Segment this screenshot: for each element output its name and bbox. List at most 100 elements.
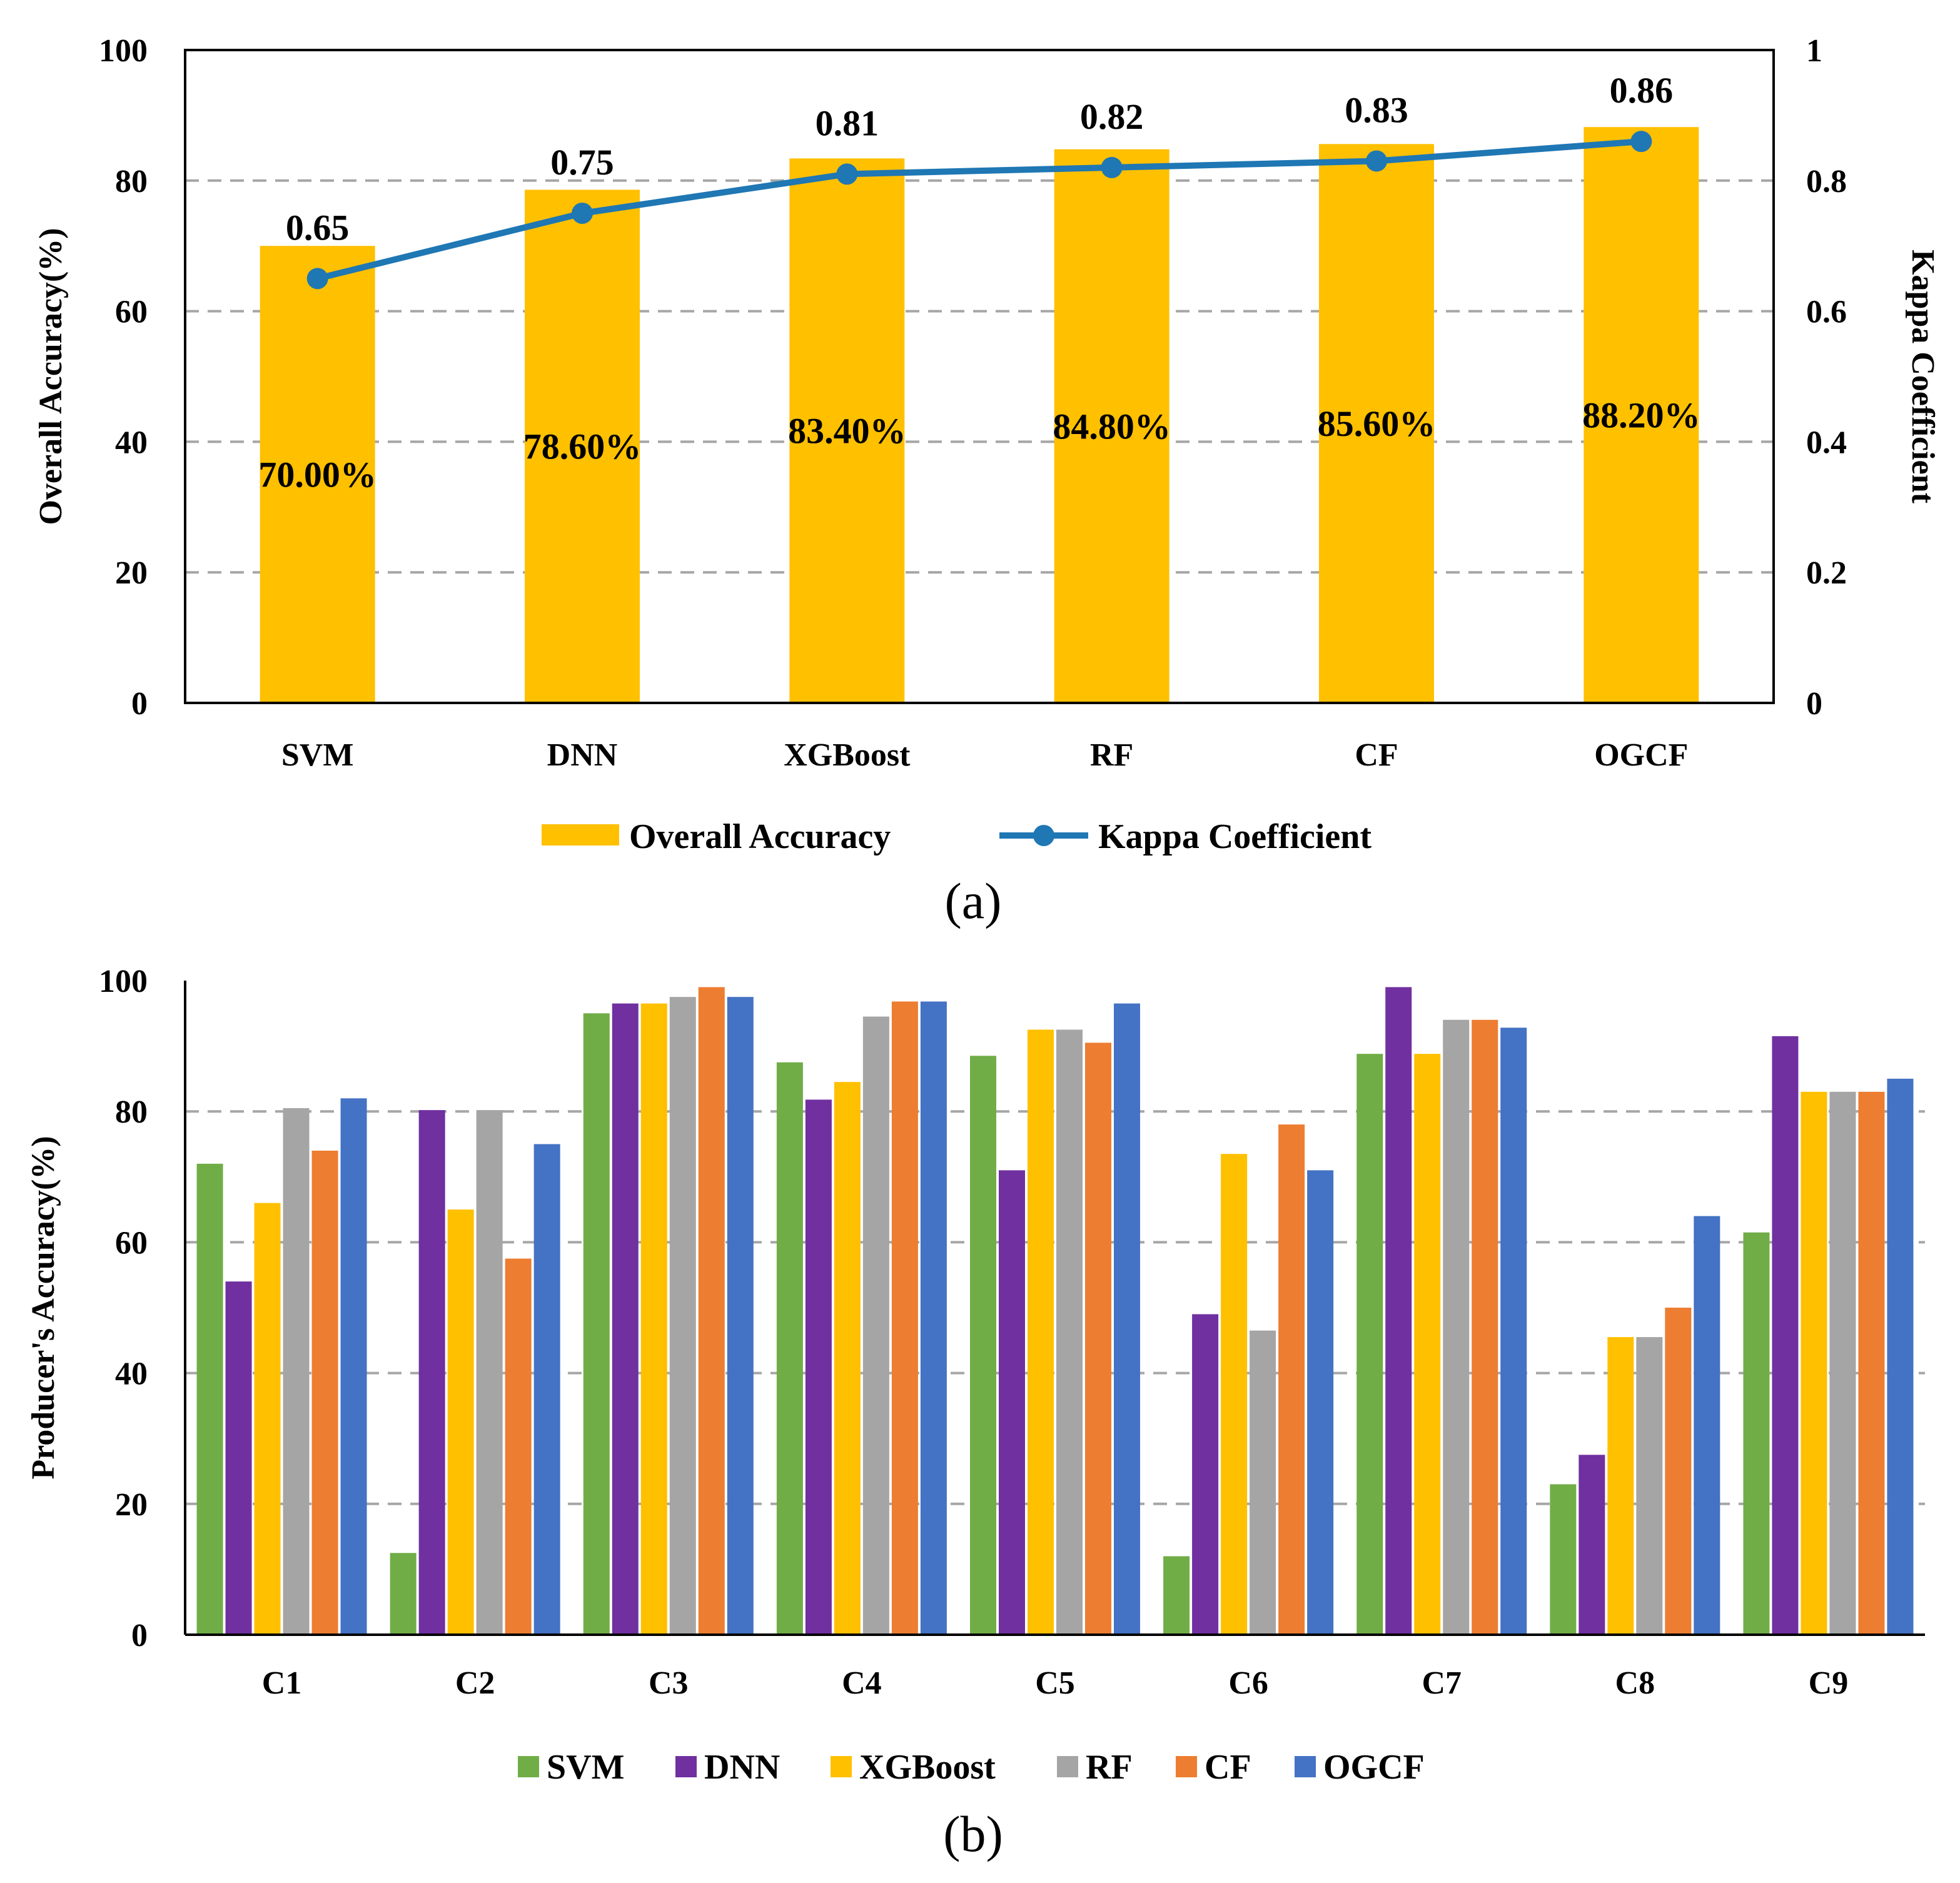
y2-tick-label-a: 0.2 bbox=[1806, 555, 1847, 591]
y-tick-label-b: 20 bbox=[115, 1487, 148, 1523]
y-tick-label-b: 0 bbox=[131, 1618, 148, 1653]
bar-xgboost bbox=[1221, 1154, 1248, 1635]
bar-ogcf bbox=[1887, 1078, 1914, 1635]
y-axis-title-b: Producer's Accuracy(%) bbox=[26, 1136, 61, 1479]
legend-swatch-cf bbox=[1176, 1756, 1197, 1777]
y2-tick-label-a: 0.6 bbox=[1806, 295, 1847, 330]
bar-overall-accuracy bbox=[1584, 127, 1699, 703]
kappa-point bbox=[836, 163, 858, 185]
x-tick-label-a: XGBoost bbox=[784, 737, 911, 773]
bar-xgboost bbox=[1801, 1091, 1827, 1635]
bar-dnn bbox=[225, 1281, 252, 1635]
x-tick-label-a: CF bbox=[1355, 737, 1398, 773]
bar-ogcf bbox=[340, 1098, 367, 1635]
bar-svm bbox=[1163, 1556, 1190, 1635]
bar-rf bbox=[669, 997, 696, 1635]
bar-cf bbox=[311, 1150, 338, 1635]
bar-dnn bbox=[1579, 1455, 1605, 1635]
bar-rf bbox=[1636, 1337, 1663, 1635]
y-tick-label-b: 40 bbox=[115, 1356, 148, 1392]
bar-ogcf bbox=[1307, 1170, 1334, 1635]
bar-rf bbox=[283, 1108, 310, 1635]
legend-label-kappa: Kappa Coefficient bbox=[1098, 817, 1371, 856]
x-tick-label-b: C4 bbox=[842, 1665, 882, 1701]
kappa-value-label: 0.86 bbox=[1610, 70, 1674, 111]
bar-value-label: 70.00% bbox=[258, 455, 376, 495]
bar-svm bbox=[583, 1013, 610, 1635]
x-tick-label-b: C9 bbox=[1809, 1665, 1849, 1701]
panel-label-b: (b) bbox=[943, 1805, 1003, 1862]
bar-ogcf bbox=[727, 997, 754, 1635]
x-tick-label-a: DNN bbox=[547, 737, 618, 773]
x-tick-label-a: RF bbox=[1090, 737, 1133, 773]
y2-tick-label-a: 1 bbox=[1806, 33, 1822, 69]
bar-value-label: 88.20% bbox=[1582, 395, 1700, 436]
y2-tick-label-a: 0 bbox=[1806, 686, 1822, 722]
y-tick-label-b: 80 bbox=[115, 1094, 148, 1130]
legend-label-rf: RF bbox=[1086, 1748, 1133, 1787]
kappa-value-label: 0.65 bbox=[286, 207, 350, 248]
kappa-point bbox=[1366, 150, 1387, 172]
x-tick-label-b: C5 bbox=[1035, 1665, 1075, 1701]
bar-svm bbox=[196, 1163, 223, 1635]
bar-dnn bbox=[612, 1003, 639, 1635]
bar-overall-accuracy bbox=[1054, 149, 1169, 704]
bar-svm bbox=[1550, 1484, 1577, 1635]
bar-rf bbox=[862, 1016, 889, 1635]
y2-tick-label-a: 0.4 bbox=[1806, 425, 1847, 460]
bar-rf bbox=[1829, 1091, 1856, 1635]
legend-swatch-ogcf bbox=[1295, 1756, 1316, 1777]
bar-rf bbox=[1250, 1330, 1276, 1635]
kappa-value-label: 0.81 bbox=[816, 103, 879, 143]
x-tick-label-b: C8 bbox=[1615, 1665, 1655, 1701]
bar-value-label: 84.80% bbox=[1053, 406, 1171, 447]
bar-svm bbox=[776, 1062, 803, 1635]
bar-cf bbox=[698, 987, 725, 1635]
y-tick-label-b: 60 bbox=[115, 1225, 148, 1261]
kappa-value-label: 0.83 bbox=[1345, 89, 1408, 130]
kappa-point bbox=[572, 203, 593, 224]
legend-swatch-xgboost bbox=[831, 1756, 852, 1777]
bar-dnn bbox=[1772, 1036, 1799, 1635]
bar-ogcf bbox=[1500, 1027, 1527, 1635]
legend-label-xgboost: XGBoost bbox=[859, 1748, 996, 1787]
y-tick-label-a: 100 bbox=[99, 33, 148, 69]
bar-cf bbox=[1472, 1019, 1498, 1635]
bar-dnn bbox=[1385, 987, 1412, 1635]
legend-label-overall-accuracy: Overall Accuracy bbox=[629, 817, 891, 856]
bar-ogcf bbox=[920, 1001, 947, 1635]
bar-xgboost bbox=[447, 1209, 474, 1635]
bar-svm bbox=[1356, 1054, 1383, 1635]
y2-axis-title-a: Kappa Coefficient bbox=[1905, 250, 1941, 504]
bar-dnn bbox=[999, 1170, 1025, 1635]
bar-xgboost bbox=[254, 1203, 281, 1635]
x-tick-label-a: SVM bbox=[281, 737, 354, 773]
x-tick-label-a: OGCF bbox=[1594, 737, 1688, 773]
bar-overall-accuracy bbox=[789, 158, 905, 703]
y-tick-label-a: 60 bbox=[115, 295, 148, 330]
bar-value-label: 83.40% bbox=[788, 411, 906, 452]
y-tick-label-a: 20 bbox=[115, 555, 148, 591]
kappa-value-label: 0.82 bbox=[1080, 96, 1144, 137]
y-axis-title-a: Overall Accuracy(%) bbox=[33, 228, 69, 525]
plot-frame-a bbox=[184, 49, 1775, 704]
y-tick-label-b: 100 bbox=[99, 964, 148, 999]
bar-cf bbox=[1665, 1308, 1692, 1635]
kappa-point bbox=[306, 268, 328, 290]
legend-swatch-dnn bbox=[675, 1756, 697, 1777]
bar-xgboost bbox=[640, 1003, 667, 1635]
legend-label-cf: CF bbox=[1205, 1748, 1251, 1787]
bar-dnn bbox=[805, 1099, 832, 1635]
bar-svm bbox=[1743, 1232, 1770, 1635]
legend-swatch-overall-accuracy bbox=[542, 824, 619, 846]
bar-dnn bbox=[1192, 1314, 1219, 1635]
bar-cf bbox=[1858, 1091, 1885, 1635]
bar-rf bbox=[1443, 1019, 1470, 1635]
kappa-value-label: 0.75 bbox=[550, 142, 614, 183]
x-tick-label-b: C2 bbox=[455, 1665, 495, 1701]
x-tick-label-b: C6 bbox=[1228, 1665, 1268, 1701]
y2-tick-label-a: 0.8 bbox=[1806, 164, 1847, 199]
legend-swatch-svm bbox=[518, 1756, 539, 1777]
legend-marker-kappa bbox=[1033, 825, 1054, 846]
